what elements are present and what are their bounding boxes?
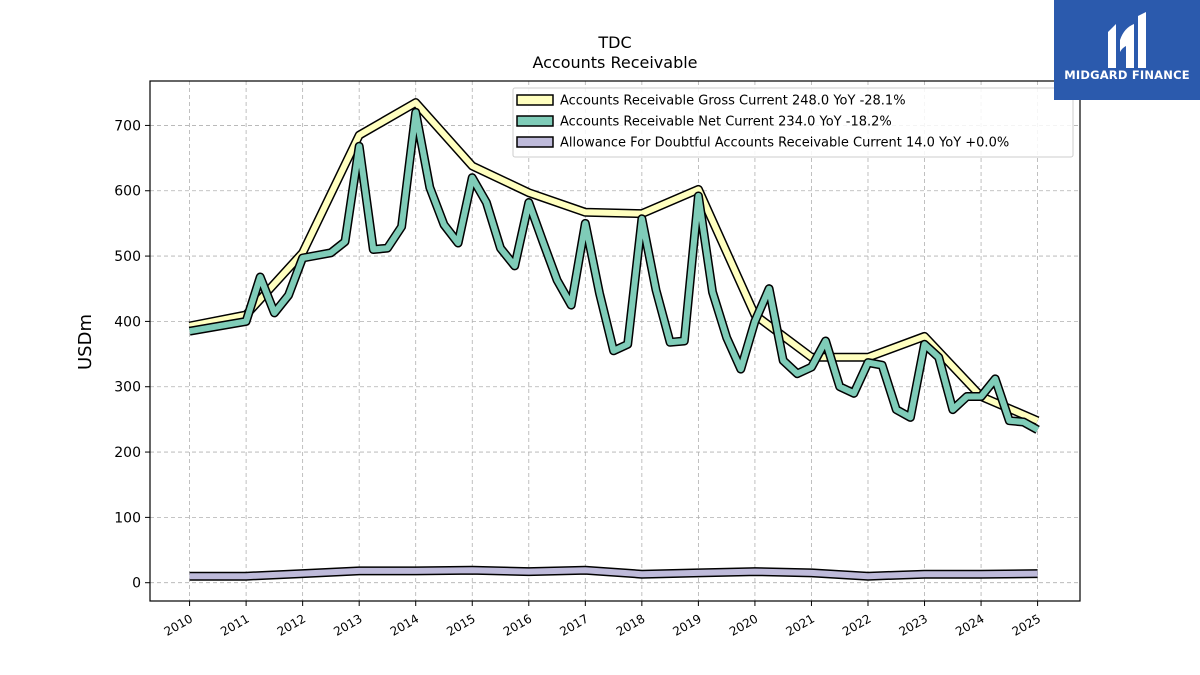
series-line	[189, 99, 1039, 424]
y-tick-label: 100	[114, 510, 141, 526]
x-tick-label: 2016	[501, 611, 534, 638]
x-tick-label: 2017	[557, 611, 590, 638]
y-tick-label: 200	[114, 445, 141, 461]
chart-subtitle: Accounts Receivable	[532, 53, 697, 72]
series-gross	[188, 98, 1040, 425]
x-tick-label: 2020	[727, 611, 760, 638]
x-tick-label: 2012	[275, 611, 308, 638]
brand-name: MIDGARD FINANCE	[1064, 68, 1190, 82]
brand-logo: MIDGARD FINANCE	[1054, 0, 1200, 100]
plot-frame	[149, 80, 1081, 602]
y-tick-label: 0	[132, 576, 141, 592]
legend-entry: Allowance For Doubtful Accounts Receivab…	[560, 136, 1009, 151]
series-outline	[188, 107, 1040, 434]
y-tick-label: 600	[114, 184, 141, 200]
y-tick-label: 300	[114, 380, 141, 396]
legend-box	[512, 87, 1074, 158]
x-tick-label: 2011	[218, 611, 251, 638]
legend-swatch	[516, 136, 554, 148]
x-tick-label: 2019	[670, 611, 703, 638]
series-allowance	[189, 565, 1038, 581]
legend-swatch	[516, 115, 554, 127]
x-tick-label: 2014	[388, 611, 421, 638]
series-net	[188, 107, 1040, 434]
x-tick-label: 2018	[614, 611, 647, 638]
x-tick-label: 2025	[1010, 611, 1043, 638]
series-layer	[188, 98, 1040, 581]
y-tick-label: 400	[114, 314, 141, 330]
x-tick-label: 2013	[331, 611, 364, 638]
legend-entry: Accounts Receivable Net Current 234.0 Yo…	[560, 115, 892, 130]
legend: Accounts Receivable Gross Current 248.0 …	[512, 87, 1074, 158]
x-tick-label: 2023	[897, 611, 930, 638]
y-tick-label: 500	[114, 249, 141, 265]
x-tick-label: 2024	[953, 611, 986, 638]
x-tick-label: 2010	[162, 611, 195, 638]
axes: 0 100 200 300 400 500 600 700 2010 2011 2012 2013 20…	[114, 118, 1043, 638]
y-axis-label: USDm	[75, 314, 96, 370]
midgard-logo-icon	[1108, 12, 1146, 68]
x-tick-label: 2021	[784, 611, 817, 638]
y-tick-label: 700	[114, 118, 141, 134]
x-tick-label: 2022	[840, 611, 873, 638]
legend-swatch	[516, 94, 554, 106]
series-line	[189, 567, 1038, 580]
legend-entry: Accounts Receivable Gross Current 248.0 …	[560, 94, 906, 109]
x-tick-label: 2015	[444, 611, 477, 638]
series-line	[189, 109, 1040, 433]
chart-title: TDC	[597, 33, 631, 52]
